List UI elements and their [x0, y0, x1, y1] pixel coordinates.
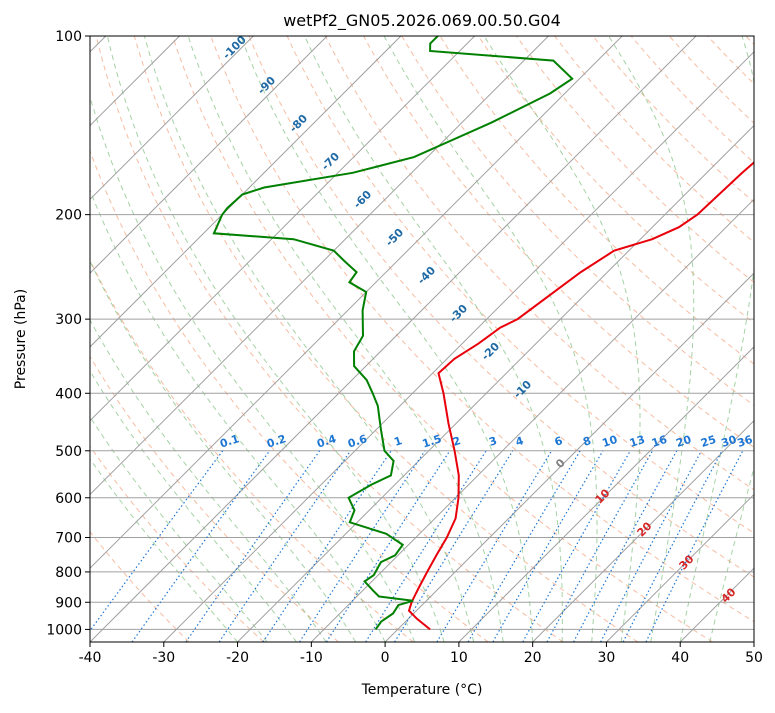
y-tick-label: 600 [55, 491, 82, 507]
x-tick-label: 20 [524, 650, 542, 666]
y-tick-label: 1000 [46, 622, 82, 638]
x-tick-label: -30 [152, 650, 175, 666]
x-tick-label: 30 [598, 650, 616, 666]
y-tick-label: 100 [55, 29, 82, 45]
x-tick-label: -10 [300, 650, 323, 666]
y-tick-label: 900 [55, 595, 82, 611]
x-tick-label: 0 [381, 650, 390, 666]
x-tick-label: 10 [450, 650, 468, 666]
y-tick-label: 400 [55, 386, 82, 402]
chart-title: wetPf2_GN05.2026.069.00.50.G04 [283, 11, 561, 31]
y-tick-label: 800 [55, 565, 82, 581]
y-tick-label: 300 [55, 312, 82, 328]
x-axis-label: Temperature (°C) [361, 682, 483, 698]
y-tick-label: 200 [55, 208, 82, 224]
x-tick-label: 40 [671, 650, 689, 666]
y-axis-label: Pressure (hPa) [13, 289, 29, 389]
x-tick-label: 50 [745, 650, 763, 666]
y-tick-label: 700 [55, 531, 82, 547]
x-tick-label: -40 [79, 650, 102, 666]
y-tick-label: 500 [55, 444, 82, 460]
x-tick-label: -20 [226, 650, 249, 666]
